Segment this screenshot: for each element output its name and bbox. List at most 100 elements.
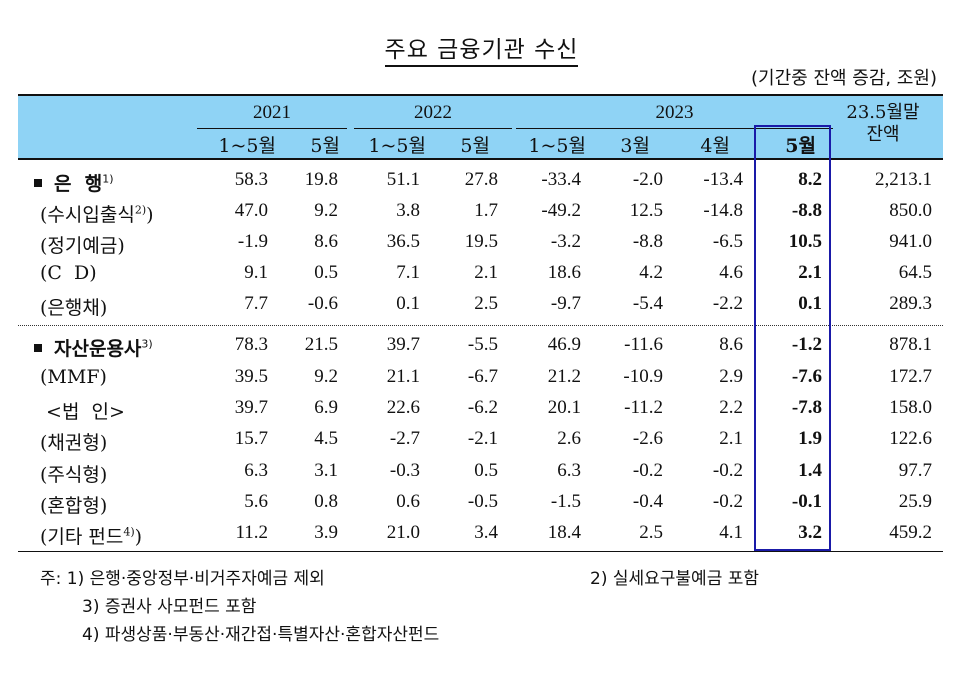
balance-cell: 25.9 [898, 491, 932, 512]
value-cell: 39.7 [234, 397, 268, 418]
value-cell: 2.9 [719, 366, 743, 387]
footnote-marker: 1) [102, 172, 114, 186]
value-cell: -0.4 [632, 491, 663, 512]
value-cell: 3.2 [798, 522, 822, 543]
value-cell: -8.8 [791, 200, 822, 221]
value-cell: 12.5 [629, 200, 663, 221]
value-cell: -0.3 [389, 460, 420, 481]
value-cell: 11.2 [235, 522, 268, 543]
table-row: (주식형) 6.3 3.1 -0.3 0.5 6.3 -0.2 -0.2 1.4 97.7 [18, 456, 943, 487]
value-cell: 9.2 [314, 200, 338, 221]
page-title: 주요 금융기관 수신 [0, 30, 963, 67]
value-cell: -9.7 [550, 293, 581, 314]
value-cell: 2.5 [639, 522, 663, 543]
row-label: (채권형) [40, 432, 108, 454]
value-cell: -5.5 [467, 334, 498, 355]
value-cell: 4.6 [719, 262, 743, 283]
value-cell: -0.2 [712, 460, 743, 481]
value-cell: -1.2 [791, 334, 822, 355]
year-2021: 2021 [253, 102, 291, 123]
value-cell: -1.9 [237, 231, 268, 252]
value-cell: -0.5 [467, 491, 498, 512]
row-label: (정기예금) [40, 235, 125, 257]
value-cell: -2.0 [632, 169, 663, 190]
row-label: (혼합형) [40, 495, 108, 517]
value-cell: 1.4 [798, 460, 822, 481]
footnote-2: 2) 실세요구불예금 포함 [590, 569, 760, 589]
table-row: (정기예금) -1.9 8.6 36.5 19.5 -3.2 -8.8 -6.5 10.5 941… [18, 227, 943, 258]
value-cell: 0.1 [396, 293, 420, 314]
balance-cell: 850.0 [889, 200, 932, 221]
value-cell: -7.8 [791, 397, 822, 418]
value-cell: 18.6 [547, 262, 581, 283]
row-label: 자산운용사3) [34, 334, 153, 361]
value-cell: -8.8 [632, 231, 663, 252]
table-row: (은행채) 7.7 -0.6 0.1 2.5 -9.7 -5.4 -2.2 0.1 289.3 [18, 289, 943, 320]
value-cell: -11.6 [624, 334, 663, 355]
col-2023-5: 5월 [785, 135, 816, 157]
row-label: (은행채) [40, 297, 108, 319]
balance-cell: 158.0 [889, 397, 932, 418]
table-row: (채권형) 15.7 4.5 -2.7 -2.1 2.6 -2.6 2.1 1.9 122.6 [18, 424, 943, 455]
value-cell: -6.7 [467, 366, 498, 387]
footnote-4: 4) 파생상품·부동산·재간접·특별자산·혼합자산펀드 [82, 625, 440, 645]
value-cell: 9.1 [244, 262, 268, 283]
square-bullet-icon [34, 178, 42, 187]
value-cell: 0.6 [396, 491, 420, 512]
value-cell: 9.2 [314, 366, 338, 387]
value-cell: 0.5 [314, 262, 338, 283]
balance-cell: 459.2 [889, 522, 932, 543]
value-cell: 6.3 [557, 460, 581, 481]
value-cell: 2.5 [474, 293, 498, 314]
balance-cell: 289.3 [889, 293, 932, 314]
value-cell: -7.6 [791, 366, 822, 387]
value-cell: 4.5 [314, 428, 338, 449]
value-cell: -33.4 [541, 169, 581, 190]
value-cell: 21.1 [386, 366, 420, 387]
value-cell: -6.5 [712, 231, 743, 252]
value-cell: 0.1 [798, 293, 822, 314]
value-cell: 3.8 [396, 200, 420, 221]
value-cell: -0.2 [712, 491, 743, 512]
value-cell: -2.1 [467, 428, 498, 449]
value-cell: -13.4 [703, 169, 743, 190]
value-cell: 5.6 [244, 491, 268, 512]
footnote-1: 주: 1) 은행·중앙정부·비거주자예금 제외 [40, 569, 325, 589]
year-2022: 2022 [414, 102, 452, 123]
col-balance: 23.5월말 잔액 [846, 102, 920, 145]
square-bullet-icon [34, 343, 42, 352]
col-2021-1-5: 1~5월 [218, 135, 276, 157]
value-cell: 21.0 [386, 522, 420, 543]
value-cell: 10.5 [788, 231, 822, 252]
value-cell: -1.5 [550, 491, 581, 512]
value-cell: -10.9 [623, 366, 663, 387]
row-label: (주식형) [40, 464, 108, 486]
value-cell: 46.9 [547, 334, 581, 355]
row-label: (MMF) [40, 366, 107, 388]
value-cell: 4.1 [719, 522, 743, 543]
value-cell: 1.9 [798, 428, 822, 449]
footnote-marker: 3) [141, 337, 153, 351]
value-cell: -14.8 [703, 200, 743, 221]
value-cell: 2.1 [474, 262, 498, 283]
value-cell: 3.1 [314, 460, 338, 481]
table-header: 2021 2022 2023 1~5월 5월 1~5월 5월 1~5월 3월 4… [18, 94, 943, 160]
footnote-marker: 4) [123, 525, 135, 539]
value-cell: 21.2 [547, 366, 581, 387]
col-2021-5: 5월 [310, 135, 340, 157]
year-underline [197, 128, 347, 129]
value-cell: 0.5 [474, 460, 498, 481]
balance-cell: 941.0 [889, 231, 932, 252]
col-2023-3: 3월 [620, 135, 650, 157]
value-cell: -0.1 [791, 491, 822, 512]
value-cell: 6.9 [314, 397, 338, 418]
value-cell: 27.8 [464, 169, 498, 190]
value-cell: 0.8 [314, 491, 338, 512]
row-label: (기타 펀드4)) [40, 525, 143, 548]
table-row: 자산운용사3) 78.3 21.5 39.7 -5.5 46.9 -11.6 8.6 -1.2 8… [18, 330, 943, 361]
table-bottom-border [18, 551, 943, 552]
footnote-3: 3) 증권사 사모펀드 포함 [82, 597, 257, 617]
value-cell: 19.5 [464, 231, 498, 252]
value-cell: 8.6 [719, 334, 743, 355]
value-cell: -5.4 [632, 293, 663, 314]
